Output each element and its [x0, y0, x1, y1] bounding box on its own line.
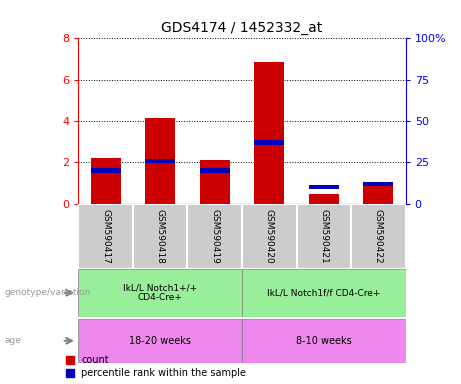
- Bar: [363, 183, 393, 204]
- Bar: [242, 319, 406, 363]
- Text: age: age: [5, 336, 22, 345]
- Bar: [296, 204, 351, 269]
- Bar: [78, 319, 242, 363]
- Bar: [242, 269, 406, 317]
- Bar: [351, 204, 406, 269]
- Bar: [242, 204, 296, 269]
- Bar: [91, 158, 121, 204]
- Text: GSM590419: GSM590419: [210, 209, 219, 263]
- Bar: [200, 160, 230, 204]
- Text: 18-20 weeks: 18-20 weeks: [129, 336, 191, 346]
- Bar: [188, 204, 242, 269]
- Legend: count, percentile rank within the sample: count, percentile rank within the sample: [65, 354, 247, 379]
- Text: 8-10 weeks: 8-10 weeks: [296, 336, 352, 346]
- Bar: [309, 185, 339, 189]
- Text: IkL/L Notch1f/f CD4-Cre+: IkL/L Notch1f/f CD4-Cre+: [267, 288, 380, 297]
- Text: GSM590422: GSM590422: [374, 209, 383, 263]
- Text: GSM590421: GSM590421: [319, 209, 328, 263]
- Bar: [91, 168, 121, 173]
- Bar: [363, 182, 393, 186]
- Bar: [133, 204, 188, 269]
- Bar: [309, 194, 339, 204]
- Text: IkL/L Notch1+/+
CD4-Cre+: IkL/L Notch1+/+ CD4-Cre+: [123, 283, 197, 303]
- Bar: [200, 168, 230, 173]
- Title: GDS4174 / 1452332_at: GDS4174 / 1452332_at: [161, 21, 323, 35]
- Bar: [78, 204, 133, 269]
- Bar: [78, 269, 242, 317]
- Bar: [254, 62, 284, 204]
- Text: GSM590417: GSM590417: [101, 209, 110, 263]
- Text: genotype/variation: genotype/variation: [5, 288, 91, 297]
- Bar: [145, 159, 175, 164]
- Bar: [145, 118, 175, 204]
- Text: GSM590420: GSM590420: [265, 209, 274, 263]
- Bar: [254, 141, 284, 145]
- Text: GSM590418: GSM590418: [156, 209, 165, 263]
